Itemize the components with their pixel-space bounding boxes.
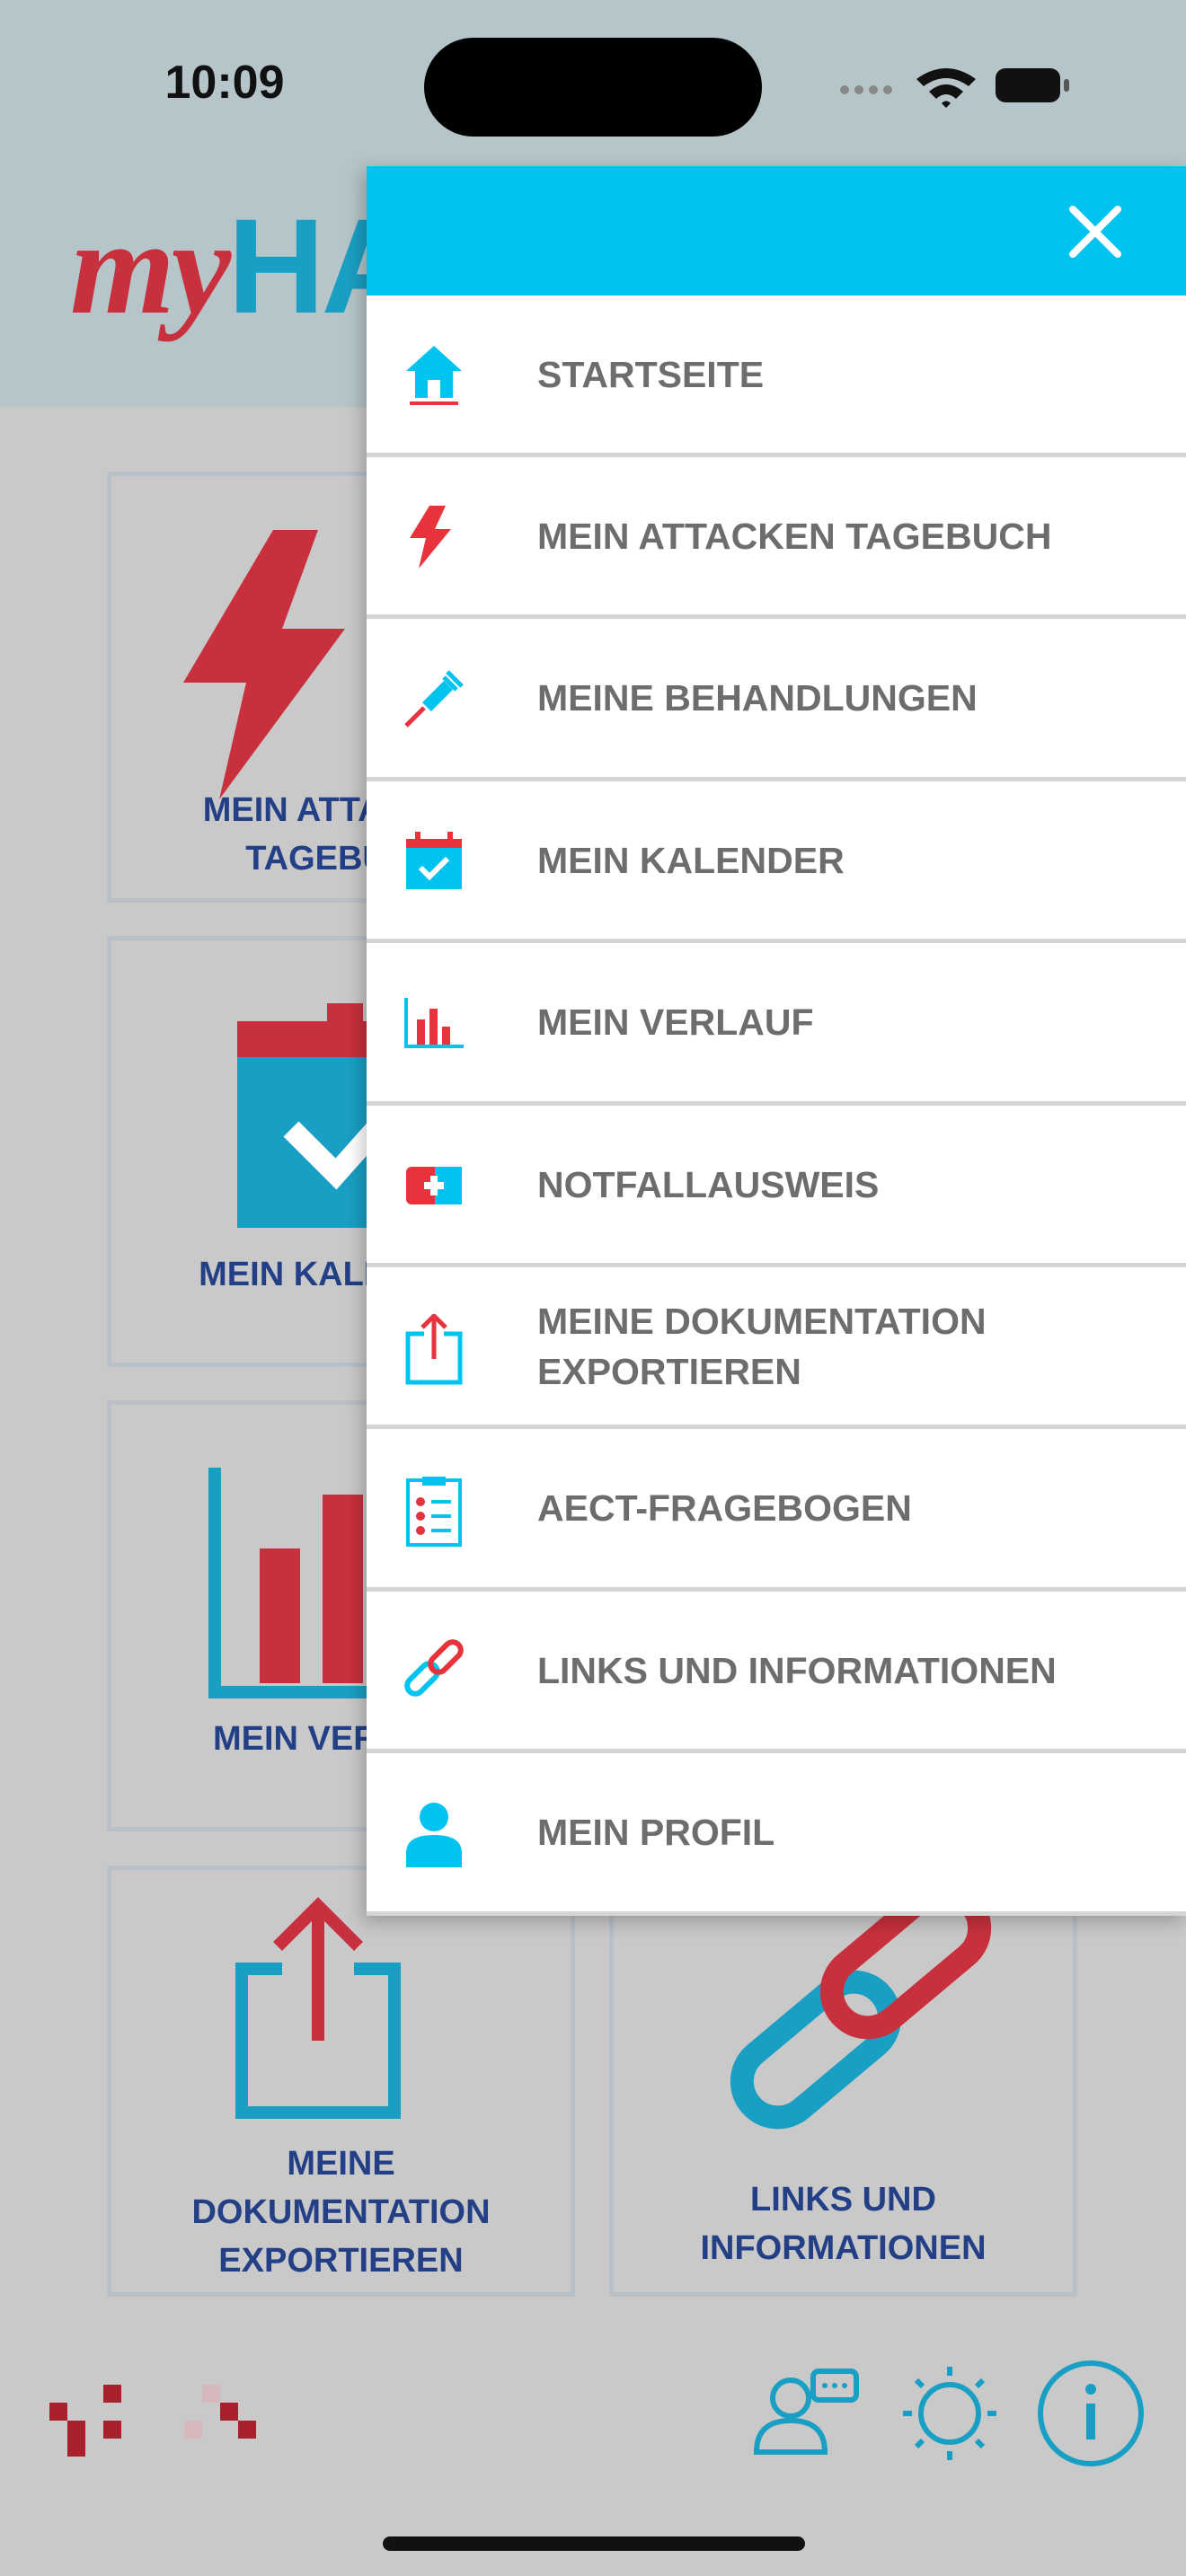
status-time: 10:09: [164, 57, 285, 109]
menu-label: LINKS UND INFORMATIONEN: [537, 1649, 1057, 1691]
menu-icon: [406, 1802, 462, 1867]
tile-label-line: INFORMATIONEN: [700, 2229, 987, 2267]
tile-icon: [183, 530, 345, 799]
menu-item[interactable]: LINKS UND INFORMATIONEN: [367, 1592, 1186, 1754]
menu-item[interactable]: AECT-FRAGEBOGEN: [367, 1430, 1186, 1592]
menu-item[interactable]: MEIN PROFIL: [367, 1754, 1186, 1916]
menu-label: MEIN ATTACKEN TAGEBUCH: [537, 515, 1052, 557]
menu-label: MEIN KALENDER: [537, 839, 845, 881]
menu-item[interactable]: MEIN ATTACKEN TAGEBUCH: [367, 457, 1186, 620]
tile-label-line: MEINE: [287, 2145, 395, 2183]
menu-label: MEIN VERLAUF: [537, 1001, 814, 1044]
tile-label: MEINE DOKUMENTATION EXPORTIEREN: [111, 2139, 571, 2285]
menu-icon: [404, 670, 464, 728]
menu-icon: [410, 506, 451, 569]
bottom-bar: [49, 2360, 1144, 2466]
menu-icon: [406, 1167, 462, 1204]
status-icons: [840, 68, 1069, 108]
logo-prefix: my: [70, 193, 231, 342]
menu-icon: [406, 1476, 462, 1547]
menu-label: NOTFALLAUSWEIS: [537, 1163, 880, 1205]
menu-item[interactable]: MEINE BEHANDLUNGEN: [367, 620, 1186, 781]
menu-item[interactable]: MEIN VERLAUF: [367, 944, 1186, 1106]
menu-item[interactable]: MEINE DOKUMENTATION EXPORTIEREN: [367, 1267, 1186, 1430]
tile-label-line: EXPORTIEREN: [218, 2242, 464, 2280]
close-button[interactable]: [1069, 206, 1121, 258]
menu-icon: [404, 997, 464, 1048]
menu-label: MEINE BEHANDLUNGEN: [537, 677, 978, 719]
logo: myHA: [70, 189, 419, 345]
dynamic-island: [424, 38, 762, 137]
tile-label-line: LINKS UND: [750, 2181, 936, 2219]
tile-label: LINKS UND INFORMATIONEN: [614, 2175, 1073, 2272]
menu-icon: [406, 346, 462, 405]
tile-icon: [235, 1897, 401, 2119]
menu-label: MEIN PROFIL: [537, 1812, 775, 1854]
menu-icon: [404, 1639, 464, 1697]
tile-label-line: DOKUMENTATION: [191, 2193, 491, 2231]
tile-icon: [730, 1880, 992, 2130]
menu-label: STARTSEITE: [537, 353, 765, 395]
menu-label: AECT-FRAGEBOGEN: [537, 1487, 912, 1530]
menu-icon: [406, 832, 462, 890]
menu-item[interactable]: MEIN KALENDER: [367, 781, 1186, 944]
menu-icon: [405, 1314, 463, 1385]
side-menu: STARTSEITE MEIN ATTACKEN TAGEBUCH MEINE BE…: [367, 166, 1186, 1916]
menu-label: MEINE DOKUMENTATION EXPORTIEREN: [537, 1300, 987, 1392]
home-tile[interactable]: MEINE DOKUMENTATION EXPORTIEREN: [107, 1866, 575, 2297]
home-tile[interactable]: LINKS UND INFORMATIONEN: [609, 1866, 1077, 2297]
menu-item[interactable]: STARTSEITE: [367, 296, 1186, 457]
menu-header: [367, 166, 1186, 296]
home-indicator: [383, 2536, 805, 2551]
menu-item[interactable]: NOTFALLAUSWEIS: [367, 1106, 1186, 1267]
